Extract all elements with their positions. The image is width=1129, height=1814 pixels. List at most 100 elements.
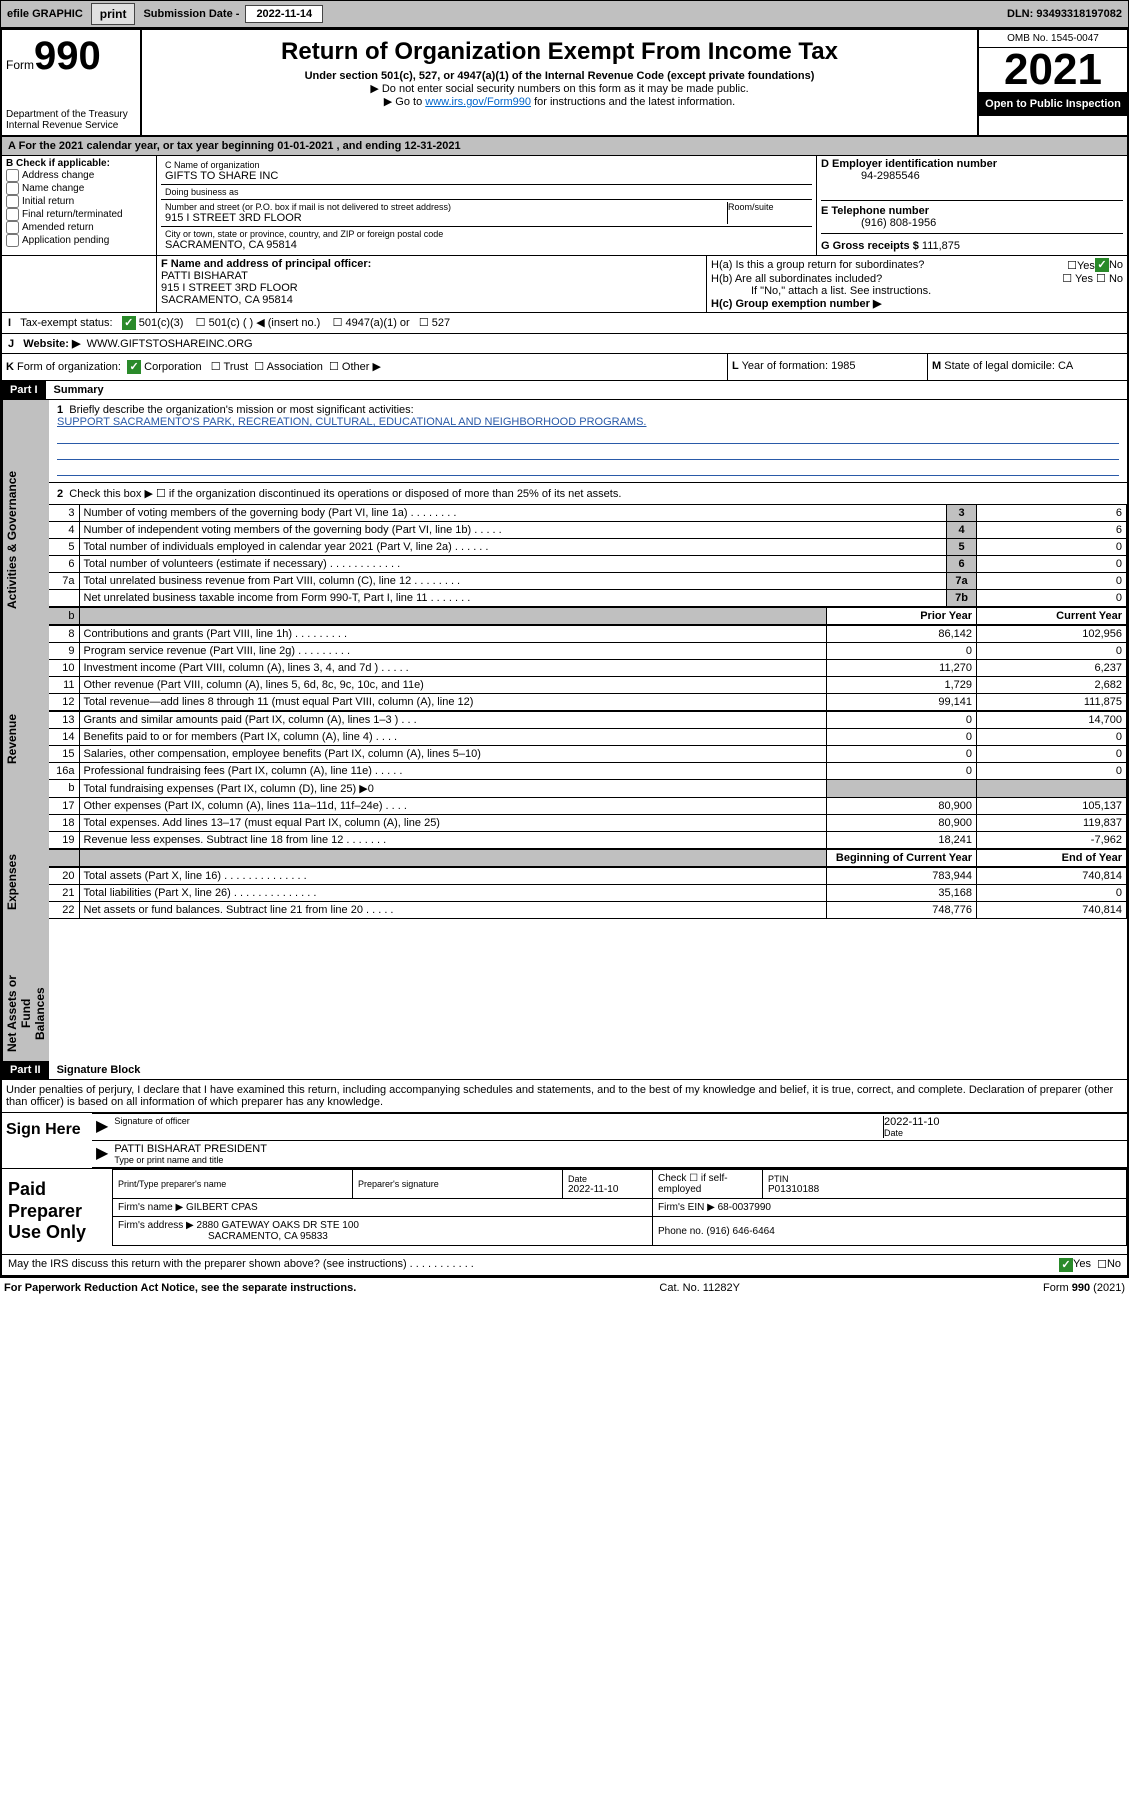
table-row: 13Grants and similar amounts paid (Part … <box>49 712 1127 729</box>
mission-text: SUPPORT SACRAMENTO'S PARK, RECREATION, C… <box>57 416 1119 428</box>
table-row: 8Contributions and grants (Part VIII, li… <box>49 626 1127 643</box>
part-ii-header: Part IISignature Block <box>2 1061 1127 1080</box>
table-row: 10Investment income (Part VIII, column (… <box>49 660 1127 677</box>
cb-address-change[interactable]: Address change <box>6 169 152 182</box>
dept-label: Department of the Treasury Internal Reve… <box>6 109 136 131</box>
header-left: Form990 Department of the Treasury Inter… <box>2 30 142 135</box>
website: WWW.GIFTSTOSHAREINC.ORG <box>87 338 253 350</box>
org-name: GIFTS TO SHARE INC <box>165 170 808 182</box>
table-row: 6Total number of volunteers (estimate if… <box>49 556 1127 573</box>
form-prefix: Form <box>6 58 34 72</box>
officer-name: PATTI BISHARAT PRESIDENT <box>114 1143 1123 1155</box>
check-icon: ✓ <box>1095 258 1109 272</box>
line-klm: K Form of organization: ✓ Corporation ☐ … <box>2 354 1127 381</box>
cb-pending[interactable]: Application pending <box>6 234 152 247</box>
dln-label: DLN: 93493318197082 <box>1007 8 1128 20</box>
line-j: J Website: ▶ WWW.GIFTSTOSHAREINC.ORG <box>2 334 1127 354</box>
part-i-body: Activities & Governance Revenue Expenses… <box>2 400 1127 1061</box>
line-i: I Tax-exempt status: ✓ 501(c)(3) ☐ 501(c… <box>2 313 1127 334</box>
inspection-label: Open to Public Inspection <box>979 92 1127 116</box>
table-row: 19Revenue less expenses. Subtract line 1… <box>49 832 1127 849</box>
subdate-label: Submission Date - <box>137 8 245 20</box>
table-row: 12Total revenue—add lines 8 through 11 (… <box>49 694 1127 711</box>
section-c: C Name of organization GIFTS TO SHARE IN… <box>157 156 817 255</box>
vert-revenue: Revenue <box>2 680 49 798</box>
table-row: 7aTotal unrelated business revenue from … <box>49 573 1127 590</box>
table-row: 15Salaries, other compensation, employee… <box>49 746 1127 763</box>
section-h: H(a) Is this a group return for subordin… <box>707 256 1127 312</box>
gross-receipts: 111,875 <box>922 240 960 252</box>
table-row: 11Other revenue (Part VIII, column (A), … <box>49 677 1127 694</box>
subdate-value: 2022-11-14 <box>245 5 323 23</box>
arrow-icon: ▶ <box>96 1143 114 1165</box>
header-right: OMB No. 1545-0047 2021 Open to Public In… <box>977 30 1127 135</box>
table-row: 20Total assets (Part X, line 16) . . . .… <box>49 868 1127 885</box>
footer: For Paperwork Reduction Act Notice, see … <box>0 1278 1129 1298</box>
check-icon: ✓ <box>122 316 136 330</box>
cb-initial[interactable]: Initial return <box>6 195 152 208</box>
q2: 2 Check this box ▶ ☐ if the organization… <box>49 483 1127 504</box>
footer-formref: Form 990 (2021) <box>1043 1282 1125 1294</box>
footer-left: For Paperwork Reduction Act Notice, see … <box>4 1282 356 1294</box>
print-button[interactable]: print <box>91 3 136 25</box>
sign-here: Sign Here ▶ Signature of officer 2022-11… <box>2 1113 1127 1169</box>
section-deg: D Employer identification number 94-2985… <box>817 156 1127 255</box>
table-row: 14Benefits paid to or for members (Part … <box>49 729 1127 746</box>
table-row: 17Other expenses (Part IX, column (A), l… <box>49 798 1127 815</box>
table-row: 22Net assets or fund balances. Subtract … <box>49 902 1127 919</box>
tax-year: 2021 <box>979 48 1127 92</box>
topbar: efile GRAPHIC print Submission Date - 20… <box>0 0 1129 28</box>
section-fh: F Name and address of principal officer:… <box>2 256 1127 313</box>
city: SACRAMENTO, CA 95814 <box>165 239 808 251</box>
table-row: bTotal fundraising expenses (Part IX, co… <box>49 780 1127 798</box>
line-a: A For the 2021 calendar year, or tax yea… <box>2 137 1127 156</box>
phone: (916) 808-1956 <box>821 217 1123 229</box>
table-row: 18Total expenses. Add lines 13–17 (must … <box>49 815 1127 832</box>
paid-preparer: Paid Preparer Use Only Print/Type prepar… <box>2 1169 1127 1255</box>
form-990: Form990 Department of the Treasury Inter… <box>0 28 1129 1278</box>
table-row: Net unrelated business taxable income fr… <box>49 590 1127 607</box>
table-row: 16aProfessional fundraising fees (Part I… <box>49 763 1127 780</box>
expense-table: 13Grants and similar amounts paid (Part … <box>49 711 1127 849</box>
form-title: Return of Organization Exempt From Incom… <box>146 38 973 66</box>
table-row: 5Total number of individuals employed in… <box>49 539 1127 556</box>
cb-amended[interactable]: Amended return <box>6 221 152 234</box>
subtitle-code: Under section 501(c), 527, or 4947(a)(1)… <box>146 70 973 82</box>
firm-ein: 68-0037990 <box>718 1202 771 1213</box>
revenue-table: 8Contributions and grants (Part VIII, li… <box>49 625 1127 711</box>
vert-expenses: Expenses <box>2 798 49 966</box>
header-center: Return of Organization Exempt From Incom… <box>142 30 977 135</box>
efile-label: efile GRAPHIC <box>1 8 89 20</box>
section-b: B Check if applicable: Address change Na… <box>2 156 157 255</box>
table-row: 4Number of independent voting members of… <box>49 522 1127 539</box>
table-row: 9Program service revenue (Part VIII, lin… <box>49 643 1127 660</box>
form-header: Form990 Department of the Treasury Inter… <box>2 30 1127 137</box>
section-f: F Name and address of principal officer:… <box>157 256 707 312</box>
table-row: 21Total liabilities (Part X, line 26) . … <box>49 885 1127 902</box>
part-i-header: Part ISummary <box>2 381 1127 400</box>
irs-link[interactable]: www.irs.gov/Form990 <box>425 96 531 108</box>
perjury-text: Under penalties of perjury, I declare th… <box>2 1080 1127 1113</box>
vert-governance: Activities & Governance <box>2 400 49 680</box>
table-row: 3Number of voting members of the governi… <box>49 505 1127 522</box>
vert-netassets: Net Assets or Fund Balances <box>2 966 49 1061</box>
subtitle-goto: Go to www.irs.gov/Form990 for instructio… <box>146 95 973 108</box>
prep-phone: (916) 646-6464 <box>706 1226 774 1237</box>
discuss-line: May the IRS discuss this return with the… <box>2 1255 1127 1276</box>
check-icon: ✓ <box>1059 1258 1073 1272</box>
form-number: 990 <box>34 34 101 78</box>
subtitle-ssn: Do not enter social security numbers on … <box>146 82 973 95</box>
firm-name: GILBERT CPAS <box>186 1202 258 1213</box>
cb-final[interactable]: Final return/terminated <box>6 208 152 221</box>
cb-name-change[interactable]: Name change <box>6 182 152 195</box>
street: 915 I STREET 3RD FLOOR <box>165 212 727 224</box>
ptin: P01310188 <box>768 1184 1121 1195</box>
ein: 94-2985546 <box>821 170 1123 182</box>
arrow-icon: ▶ <box>96 1116 114 1138</box>
netassets-table: 20Total assets (Part X, line 16) . . . .… <box>49 867 1127 919</box>
rev-header: bPrior YearCurrent Year <box>49 607 1127 625</box>
governance-table: 3Number of voting members of the governi… <box>49 504 1127 607</box>
section-bcd: B Check if applicable: Address change Na… <box>2 156 1127 256</box>
net-header: Beginning of Current YearEnd of Year <box>49 849 1127 867</box>
footer-catno: Cat. No. 11282Y <box>659 1282 740 1294</box>
